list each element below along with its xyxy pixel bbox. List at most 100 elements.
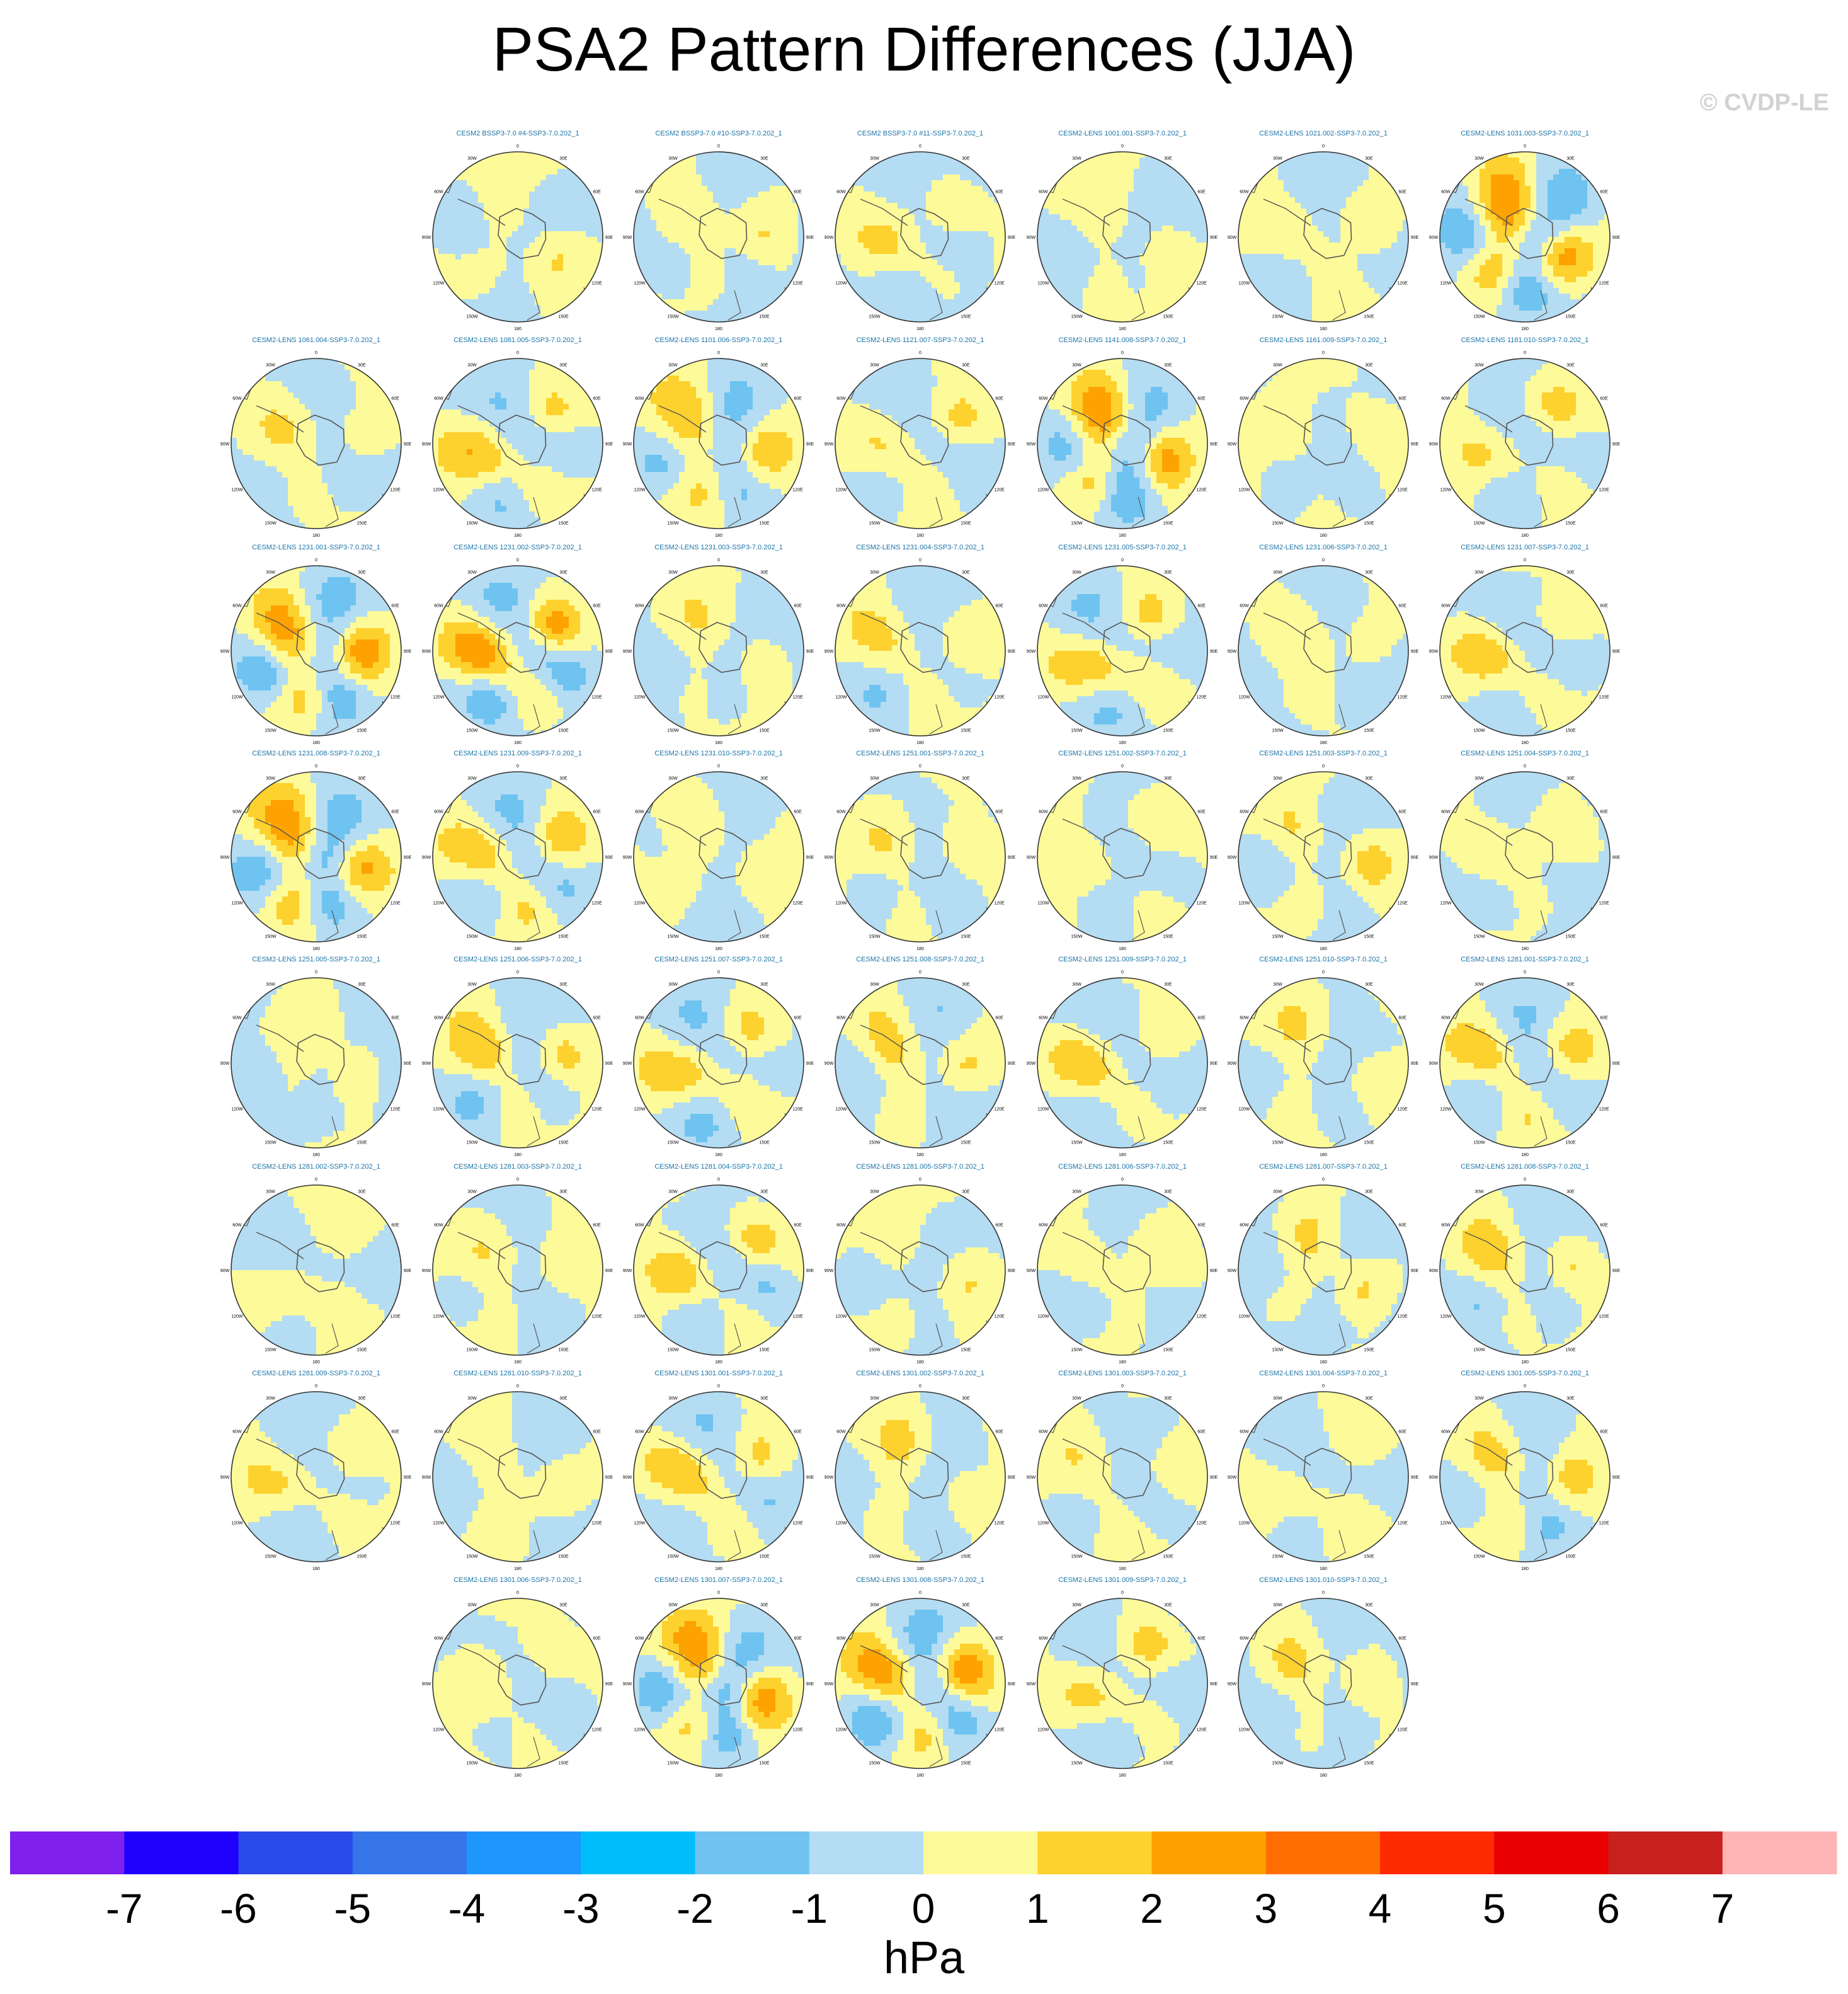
longitude-label: 90E [1411,1475,1419,1480]
peninsula-coastline [457,612,506,640]
colorbar-tick-label: -5 [334,1885,371,1932]
longitude-label: 0 [516,764,519,769]
australia-coastline [1332,496,1346,527]
longitude-label: 90E [1008,1475,1016,1480]
longitude-label: 30W [467,1396,477,1401]
longitude-label: 150E [1565,1141,1576,1145]
longitude-label: 120W [231,488,243,493]
longitude-label: 120E [591,696,602,700]
map-rim [1238,1184,1409,1356]
longitude-label: 90E [1612,236,1621,240]
longitude-label: 180 [1521,1360,1529,1365]
map-panel: CESM2-LENS 1281.005-SSP3-7.0.202_1 0 30E 60… [824,1163,1016,1365]
longitude-label: 150W [1473,935,1485,939]
longitude-label: 90E [605,650,613,654]
australia-coastline [929,1116,943,1147]
peninsula-coastline [256,612,304,640]
longitude-label: 150E [558,1141,569,1145]
longitude-label: 30E [358,570,366,575]
longitude-label: 120W [1037,1315,1049,1319]
longitude-label: 30W [870,570,879,575]
australia-coastline [527,290,540,321]
longitude-label: 90W [824,856,834,860]
longitude-label: 30W [1474,570,1484,575]
longitude-label: 120E [591,1315,602,1319]
australia-coastline [727,1323,741,1354]
longitude-label: 30E [559,1396,568,1401]
longitude-label: 180 [715,741,722,745]
longitude-label: 120W [433,902,445,906]
longitude-label: 90W [1228,856,1237,860]
longitude-label: 30W [266,982,275,987]
longitude-label: 180 [916,1360,924,1365]
longitude-label: 90E [1008,650,1016,654]
map-rim [1037,1391,1208,1562]
longitude-label: 30W [1474,1189,1484,1194]
longitude-label: 150W [466,729,478,733]
longitude-label: 60E [593,1637,601,1641]
map-panel: CESM2-LENS 1301.007-SSP3-7.0.202_1 0 30E 60… [623,1576,814,1778]
map-rim [432,977,603,1149]
antarctica-coastline [699,415,748,466]
longitude-label: 60W [434,190,443,195]
australia-coastline [929,1530,943,1561]
longitude-label: 90E [1411,1269,1419,1273]
map-panel: CESM2 BSSP3-7.0 #4-SSP3-7.0.202_1 0 30E 60E… [422,130,613,331]
longitude-label: 120E [792,1521,803,1526]
longitude-label: 90E [1210,650,1218,654]
panel-title: CESM2-LENS 1281.001-SSP3-7.0.202_1 [1461,956,1589,963]
antarctica-coastline [296,828,345,880]
antarctica-coastline [498,208,547,260]
longitude-label: 60W [1441,604,1451,609]
panel-title: CESM2-LENS 1251.002-SSP3-7.0.202_1 [1058,750,1187,757]
peninsula-coastline [1062,1438,1110,1466]
longitude-label: 180 [1521,1153,1529,1157]
antarctica-coastline [699,1654,748,1706]
longitude-label: 150E [1565,729,1576,733]
australia-coastline [1131,1530,1145,1561]
longitude-label: 0 [1524,970,1526,975]
longitude-label: 150W [1071,935,1083,939]
longitude-label: 30W [266,1396,275,1401]
panel-title: CESM2-LENS 1231.007-SSP3-7.0.202_1 [1461,544,1589,551]
longitude-label: 120E [1196,282,1207,286]
peninsula-coastline [658,1438,707,1466]
longitude-label: 30E [559,363,568,367]
longitude-label: 90E [605,442,613,447]
peninsula-coastline [658,198,707,226]
longitude-label: 60E [995,1637,1003,1641]
longitude-label: 30W [668,1396,678,1401]
peninsula-coastline [658,612,707,640]
peninsula-coastline [658,1232,707,1259]
longitude-label: 60W [635,810,644,815]
map-rim [1238,151,1409,323]
longitude-label: 150E [1163,1762,1173,1766]
map-panel: CESM2-LENS 1251.010-SSP3-7.0.202_1 0 30E 60… [1228,956,1419,1157]
longitude-label: 120W [634,1521,646,1526]
peninsula-coastline [1263,198,1311,226]
longitude-label: 150E [1163,1348,1173,1353]
map-rim [1037,565,1208,736]
longitude-label: 90W [824,442,834,447]
longitude-label: 90E [806,1682,814,1687]
longitude-label: 90W [220,1062,230,1066]
australia-coastline [1131,496,1145,527]
longitude-label: 180 [1521,534,1529,538]
longitude-label: 120E [1599,1108,1609,1112]
longitude-label: 150E [1163,935,1173,939]
longitude-label: 0 [1322,1384,1325,1389]
antarctica-coastline [498,622,547,673]
map-panel: CESM2-LENS 1301.002-SSP3-7.0.202_1 0 30E 60… [824,1370,1016,1571]
peninsula-coastline [1062,818,1110,846]
longitude-label: 150W [265,1348,277,1353]
longitude-label: 30W [266,776,275,781]
longitude-label: 180 [312,947,320,951]
longitude-label: 90W [422,1269,431,1273]
longitude-label: 120E [1397,488,1408,493]
longitude-label: 90W [1027,442,1036,447]
longitude-label: 180 [1521,327,1529,331]
longitude-label: 150E [961,729,971,733]
longitude-label: 30E [962,1396,970,1401]
map-rim [1439,565,1611,736]
longitude-label: 30W [1072,776,1081,781]
